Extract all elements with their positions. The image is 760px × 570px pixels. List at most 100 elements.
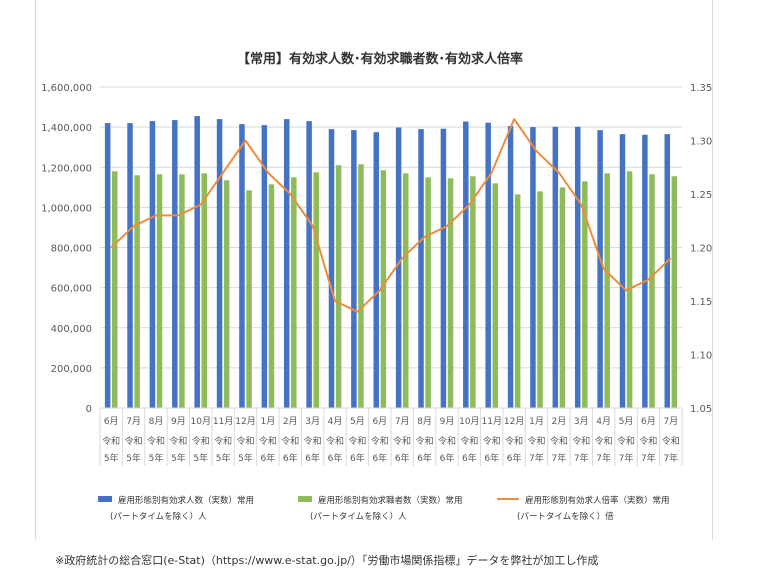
x-tick-label: 8月: [417, 416, 432, 427]
x-tick-label: 5年: [193, 452, 208, 464]
bar-job-openings: [440, 128, 447, 409]
y-right-tick-label: 1.05: [690, 404, 712, 415]
x-tick-label: 1月: [529, 416, 544, 427]
x-tick-label: 令和: [192, 435, 210, 447]
x-tick-label: 12月: [235, 416, 255, 427]
x-tick-label: 7年: [641, 452, 656, 464]
x-tick-label: 6年: [462, 452, 477, 464]
x-tick-label: 6月: [104, 416, 119, 427]
bar-job-openings: [373, 132, 380, 408]
x-tick-label: 12月: [504, 416, 524, 427]
x-tick-label: 令和: [617, 435, 635, 447]
x-tick-label: 令和: [416, 435, 434, 447]
chart-title: 【常用】有効求人数･有効求職者数･有効求人倍率: [237, 51, 523, 67]
x-tick-label: 6年: [417, 452, 432, 464]
bar-job-seekers: [447, 178, 454, 408]
bar-job-seekers: [671, 176, 678, 408]
bar-job-openings: [127, 123, 133, 409]
bar-job-seekers: [470, 176, 476, 408]
bar-job-openings: [306, 121, 312, 408]
legend-job-openings-label: (パートタイムを除く）人: [110, 511, 207, 522]
x-tick-label: 令和: [639, 435, 657, 447]
x-tick-label: 4月: [328, 416, 343, 427]
x-tick-label: 7年: [663, 452, 678, 464]
x-tick-label: 6年: [395, 452, 410, 464]
y-left-tick-label: 0: [86, 404, 92, 415]
x-tick-label: 令和: [662, 435, 680, 447]
x-tick-label: 5月: [350, 416, 365, 427]
x-tick-label: 11月: [482, 416, 502, 427]
bar-job-openings: [507, 126, 514, 408]
bar-job-seekers: [246, 190, 252, 408]
y-left-tick-label: 1,600,000: [41, 83, 92, 94]
bar-job-seekers: [313, 172, 319, 408]
chart-frame: [35, 0, 713, 540]
x-tick-label: 令和: [214, 435, 232, 447]
bar-job-openings: [261, 125, 268, 409]
bar-job-openings: [149, 121, 156, 408]
x-tick-label: 10月: [459, 416, 479, 427]
x-tick-label: 7年: [529, 452, 544, 464]
bar-job-openings: [395, 127, 402, 409]
x-tick-label: 3月: [574, 416, 589, 427]
bar-job-openings: [328, 129, 335, 408]
x-tick-label: 令和: [102, 435, 120, 447]
ratio-line: [110, 118, 672, 313]
y-right-tick-label: 1.15: [690, 297, 712, 308]
x-tick-label: 6年: [507, 452, 522, 464]
x-tick-label: 4月: [596, 416, 611, 427]
x-tick-label: 5年: [216, 452, 231, 464]
bar-job-openings: [574, 126, 581, 408]
x-tick-label: 5年: [104, 452, 119, 464]
x-tick-label: 7月: [395, 416, 410, 427]
bar-job-seekers: [111, 171, 118, 408]
x-tick-label: 6年: [484, 452, 499, 464]
x-tick-label: 令和: [236, 435, 254, 447]
y-right-tick-label: 1.30: [690, 137, 712, 148]
bar-job-openings: [172, 120, 178, 409]
y-left-tick-label: 1,200,000: [41, 163, 92, 174]
y-left-tick-label: 600,000: [51, 284, 92, 295]
source-footnote: ※政府統計の総合窓口(e-Stat)（https://www.e-stat.go…: [55, 554, 599, 567]
bar-job-openings: [485, 122, 491, 409]
y-right-tick-label: 1.10: [690, 351, 712, 362]
bar-job-seekers: [537, 191, 543, 408]
x-tick-label: 5年: [126, 452, 141, 464]
bar-job-seekers: [179, 174, 185, 408]
x-tick-label: 6年: [372, 452, 387, 464]
x-tick-label: 5年: [171, 452, 186, 464]
x-tick-label: 6年: [350, 452, 365, 464]
x-tick-label: 6月: [641, 416, 656, 427]
x-tick-label: 令和: [550, 435, 568, 447]
bar-job-openings: [619, 134, 626, 408]
y-left-tick-label: 200,000: [51, 364, 92, 375]
bar-job-seekers: [268, 184, 275, 408]
x-tick-label: 7月: [126, 416, 141, 427]
x-tick-label: 7年: [552, 452, 567, 464]
x-tick-label: 7月: [663, 416, 678, 427]
x-tick-label: 5年: [149, 452, 164, 464]
bar-job-seekers: [223, 180, 230, 408]
bar-job-seekers: [649, 174, 655, 408]
legend-job-seekers-label: (パートタイムを除く）人: [310, 511, 407, 522]
y-right-tick-label: 1.20: [690, 244, 712, 255]
x-tick-label: 9月: [171, 416, 186, 427]
legend-job-seekers-label: 雇用形態別有効求職者数（実数）常用: [318, 495, 463, 506]
x-tick-label: 令和: [393, 435, 411, 447]
x-tick-label: 8月: [149, 416, 164, 427]
bar-job-openings: [283, 119, 290, 408]
legend-job-openings-swatch: [98, 496, 112, 502]
bar-job-seekers: [335, 165, 342, 408]
bar-job-openings: [597, 130, 603, 408]
bar-job-openings: [463, 121, 469, 408]
x-tick-label: 6年: [440, 452, 455, 464]
x-tick-label: 6月: [372, 416, 387, 427]
x-tick-label: 6年: [305, 452, 320, 464]
bar-job-seekers: [425, 177, 431, 408]
bar-job-seekers: [134, 175, 140, 408]
bar-job-seekers: [291, 177, 297, 408]
x-tick-label: 10月: [191, 416, 211, 427]
bar-job-seekers: [582, 181, 588, 408]
x-tick-label: 1月: [261, 416, 276, 427]
bar-job-seekers: [358, 164, 364, 408]
